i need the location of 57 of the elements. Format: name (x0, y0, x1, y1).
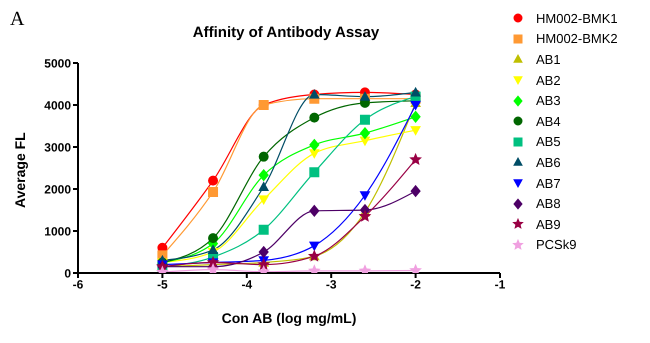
legend-label: AB3 (536, 93, 561, 108)
legend-label: HM002-BMK2 (536, 31, 618, 46)
point (309, 167, 320, 178)
point (258, 152, 269, 162)
point (309, 242, 320, 251)
y-tick-label: 5000 (44, 56, 72, 70)
legend-label: AB7 (536, 176, 561, 191)
legend-label: PCSk9 (536, 237, 576, 252)
point (309, 149, 320, 158)
point (410, 154, 422, 164)
point (410, 87, 421, 96)
point (360, 127, 370, 140)
point (410, 100, 421, 110)
x-tick-label: -1 (494, 278, 506, 292)
legend-label: HM002-BMK1 (536, 10, 618, 26)
point (360, 114, 370, 125)
legend-label: AB2 (536, 72, 561, 88)
legend-label: AB4 (536, 114, 561, 129)
point (410, 185, 421, 197)
point (360, 92, 370, 101)
point (258, 224, 269, 235)
point (207, 264, 219, 273)
legend-label: AB5 (536, 134, 561, 150)
point (309, 139, 320, 151)
point (208, 233, 218, 244)
y-axis-title: Average FL (12, 132, 28, 208)
point (359, 210, 371, 222)
legend-label: AB6 (536, 154, 561, 170)
y-tick-label: 0 (64, 266, 72, 280)
point (208, 176, 218, 186)
point (258, 169, 269, 182)
legend-label: AB8 (536, 196, 561, 212)
point (258, 195, 269, 204)
y-tick-label: 2000 (44, 182, 72, 196)
point (258, 258, 270, 270)
point (309, 112, 320, 123)
x-tick-label: -3 (326, 278, 337, 292)
y-tick-label: 3000 (44, 140, 72, 154)
legend-label: AB9 (536, 216, 561, 232)
y-tick-label: 4000 (44, 98, 72, 112)
point (258, 246, 269, 258)
point (208, 186, 218, 197)
point (410, 126, 421, 136)
x-tick-label: -6 (72, 278, 84, 292)
point (208, 244, 218, 254)
legend-label: AB1 (536, 52, 561, 67)
x-tick-label: -4 (241, 278, 252, 292)
y-tick-label: 1000 (44, 224, 72, 238)
point (360, 191, 370, 200)
point (309, 204, 320, 217)
x-tick-label: -2 (410, 278, 422, 292)
x-tick-label: -5 (157, 278, 168, 292)
point (410, 110, 421, 123)
text: A (10, 8, 24, 31)
chart-title: Affinity of Antibody Assay (192, 24, 380, 41)
x-axis-title: Con AB (log mg/mL) (222, 310, 356, 326)
point (258, 182, 269, 191)
